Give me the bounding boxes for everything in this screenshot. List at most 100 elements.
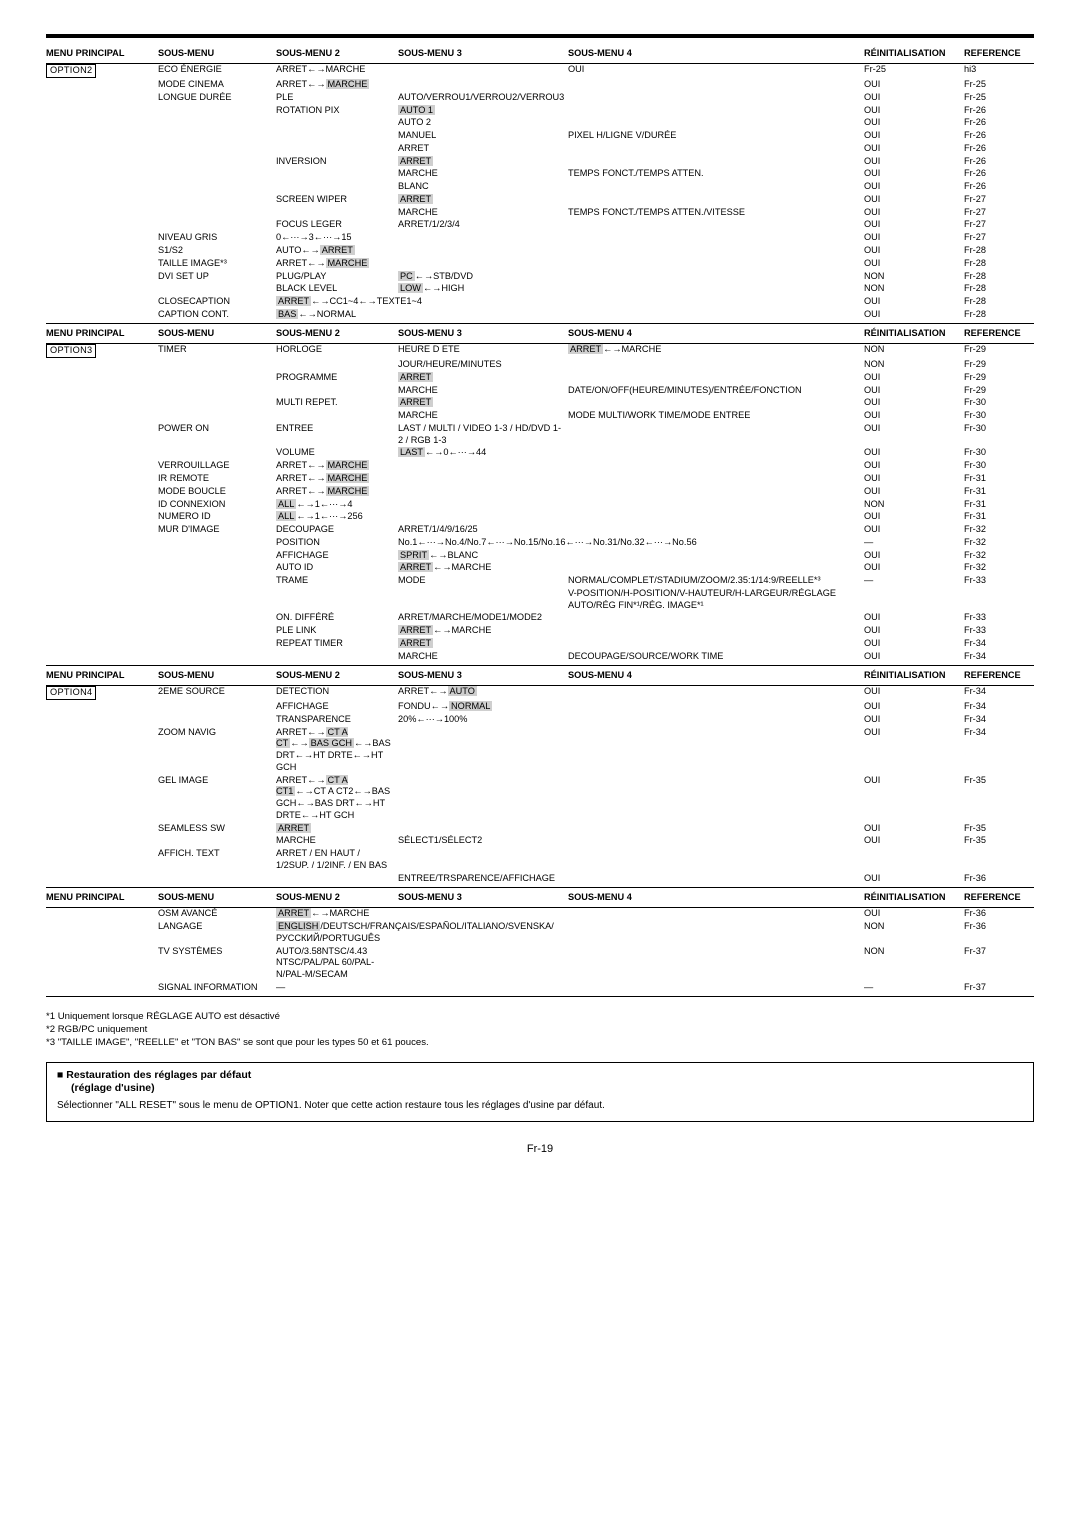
- cell: Fr-36: [964, 872, 1034, 885]
- cell: OUI: [864, 549, 964, 562]
- table-row: MUR D'IMAGEDECOUPAGEARRET/1/4/9/16/25OUI…: [46, 524, 1034, 537]
- h-ref: REFERENCE: [964, 324, 1034, 343]
- cell: AFFICHAGE: [276, 701, 398, 714]
- cell: AUTO/VERROU1/VERROU2/VERROU3: [398, 91, 568, 104]
- table-row: FOCUS LEGERARRET/1/2/3/4OUIFr-27: [46, 219, 1034, 232]
- cell: [398, 587, 568, 612]
- h-mp: MENU PRINCIPAL: [46, 888, 158, 907]
- table-row: ROTATION PIXAUTO 1OUIFr-26: [46, 104, 1034, 117]
- cell: OUI: [864, 485, 964, 498]
- cell: [46, 193, 158, 206]
- cell: OUI: [864, 384, 964, 397]
- cell: OUI: [864, 726, 964, 774]
- cell: [46, 460, 158, 473]
- cell: [276, 117, 398, 130]
- cell: [46, 155, 158, 168]
- cell: [46, 713, 158, 726]
- cell: Fr-29: [964, 343, 1034, 358]
- cell: —: [276, 981, 398, 994]
- cell: [46, 907, 158, 920]
- cell: [568, 637, 864, 650]
- cell: [158, 562, 276, 575]
- rule: [46, 996, 1034, 997]
- cell: ARRET: [398, 371, 568, 384]
- cell: [158, 835, 276, 848]
- footnotes: *1 Uniquement lorsque RÉGLAGE AUTO est d…: [46, 1011, 1034, 1050]
- cell: [398, 498, 568, 511]
- cell: MARCHE: [398, 410, 568, 423]
- cell: [568, 181, 864, 194]
- cell: ARRET: [398, 397, 568, 410]
- cell: [398, 945, 568, 981]
- cell: OUI: [864, 822, 964, 835]
- cell: [568, 945, 864, 981]
- cell: [158, 117, 276, 130]
- table-row: MARCHETEMPS FONCT./TEMPS ATTEN./VITESSEO…: [46, 206, 1034, 219]
- cell: ENGLISH/DEUTSCH/FRANÇAIS/ESPAÑOL/ITALIAN…: [276, 921, 398, 946]
- cell: [158, 181, 276, 194]
- h-sm4: SOUS-MENU 4: [568, 666, 864, 685]
- cell: Fr-27: [964, 219, 1034, 232]
- cell: AUTO/3.58NTSC/4.43 NTSC/PAL/PAL 60/PAL-N…: [276, 945, 398, 981]
- cell: ALL←→1←···→4: [276, 498, 398, 511]
- cell: [964, 587, 1034, 612]
- h-sm3: SOUS-MENU 3: [398, 324, 568, 343]
- cell: OPTION4: [46, 685, 158, 700]
- cell: Fr-28: [964, 257, 1034, 270]
- cell: [46, 650, 158, 663]
- cell: [398, 726, 568, 774]
- cell: [46, 447, 158, 460]
- cell: [568, 359, 864, 372]
- cell: OUI: [864, 232, 964, 245]
- cell: [46, 726, 158, 774]
- cell: [158, 168, 276, 181]
- cell: [568, 774, 864, 822]
- cell: hi3: [964, 63, 1034, 78]
- cell: V-POSITION/H-POSITION/V-HAUTEUR/H-LARGEU…: [568, 587, 864, 612]
- cell: [46, 587, 158, 612]
- table-row: CAPTION CONT.BAS←→NORMALOUIFr-28: [46, 308, 1034, 321]
- cell: [46, 498, 158, 511]
- cell: SÉLECT1/SÉLECT2: [398, 835, 568, 848]
- cell: LAST / MULTI / VIDEO 1-3 / HD/DVD 1-2 / …: [398, 422, 568, 447]
- cell: OUI: [864, 713, 964, 726]
- cell: NON: [864, 498, 964, 511]
- cell: [46, 397, 158, 410]
- cell: ARRET←→MARCHE: [398, 562, 568, 575]
- h-sm2: SOUS-MENU 2: [276, 888, 398, 907]
- h-reinit: RÉINITIALISATION: [864, 888, 964, 907]
- h-reinit: RÉINITIALISATION: [864, 666, 964, 685]
- cell: OUI: [568, 63, 864, 78]
- h-sm: SOUS-MENU: [158, 44, 276, 63]
- cell: Fr-29: [964, 384, 1034, 397]
- cell: [46, 206, 158, 219]
- cell: DVI SET UP: [158, 270, 276, 283]
- cell: [568, 257, 864, 270]
- cell: [568, 848, 864, 873]
- cell: ARRET←→MARCHE: [276, 79, 398, 92]
- table-row: ZOOM NAVIGARRET←→CT A CT←→BAS GCH←→BAS D…: [46, 726, 1034, 774]
- cell: [398, 79, 568, 92]
- h-sm4: SOUS-MENU 4: [568, 44, 864, 63]
- cell: [46, 270, 158, 283]
- cell: [46, 625, 158, 638]
- cell: [46, 410, 158, 423]
- h-sm2: SOUS-MENU 2: [276, 44, 398, 63]
- cell: Fr-30: [964, 422, 1034, 447]
- cell: MARCHE: [398, 168, 568, 181]
- table-row: ARRETOUIFr-26: [46, 142, 1034, 155]
- table-row: MARCHETEMPS FONCT./TEMPS ATTEN.OUIFr-26: [46, 168, 1034, 181]
- cell: [398, 244, 568, 257]
- page-number: Fr-19: [46, 1142, 1034, 1156]
- cell: [398, 907, 568, 920]
- cell: [46, 774, 158, 822]
- cell: MARCHE: [276, 835, 398, 848]
- cell: ID CONNEXION: [158, 498, 276, 511]
- cell: OUI: [864, 637, 964, 650]
- restore-sub: (réglage d'usine): [57, 1082, 1023, 1095]
- cell: —: [864, 575, 964, 588]
- cell: [568, 612, 864, 625]
- table-row: MODE BOUCLEARRET←→MARCHEOUIFr-31: [46, 485, 1034, 498]
- cell: OUI: [864, 685, 964, 700]
- cell: No.1←···→No.4/No.7←···→No.15/No.16←···→N…: [398, 536, 568, 549]
